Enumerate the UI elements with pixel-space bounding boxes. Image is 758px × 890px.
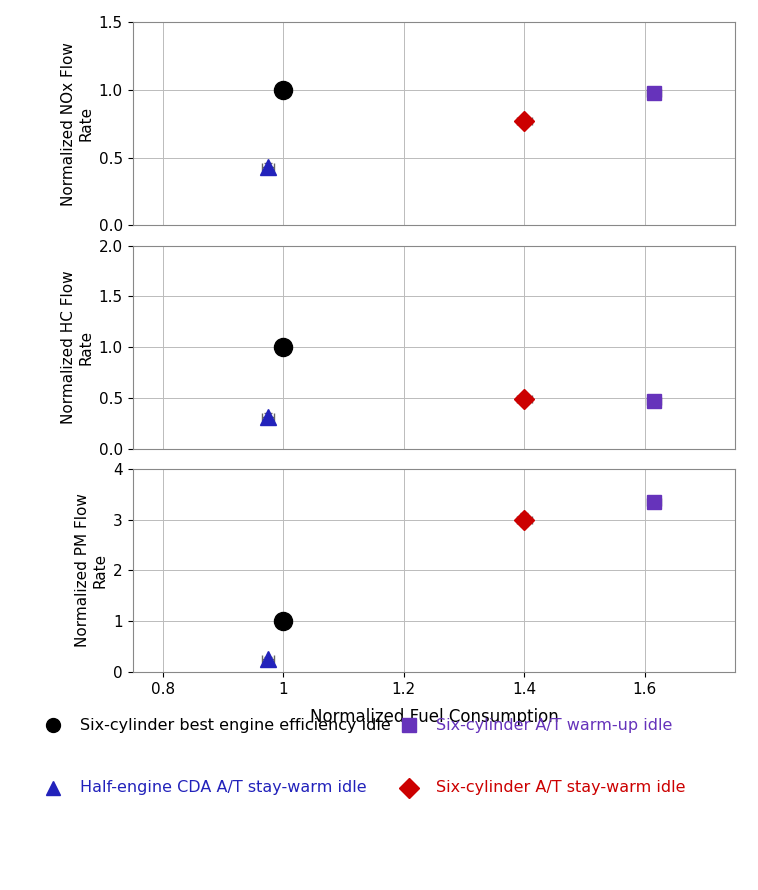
- Y-axis label: Normalized HC Flow
Rate: Normalized HC Flow Rate: [61, 271, 93, 424]
- X-axis label: Normalized Fuel Consumption: Normalized Fuel Consumption: [309, 708, 559, 725]
- Y-axis label: Normalized NOx Flow
Rate: Normalized NOx Flow Rate: [61, 42, 93, 206]
- Text: Six-cylinder A/T stay-warm idle: Six-cylinder A/T stay-warm idle: [436, 781, 685, 795]
- Text: Six-cylinder best engine efficiency idle: Six-cylinder best engine efficiency idle: [80, 718, 390, 732]
- Y-axis label: Normalized PM Flow
Rate: Normalized PM Flow Rate: [75, 493, 108, 647]
- Text: Six-cylinder A/T warm-up idle: Six-cylinder A/T warm-up idle: [436, 718, 672, 732]
- Text: Half-engine CDA A/T stay-warm idle: Half-engine CDA A/T stay-warm idle: [80, 781, 366, 795]
